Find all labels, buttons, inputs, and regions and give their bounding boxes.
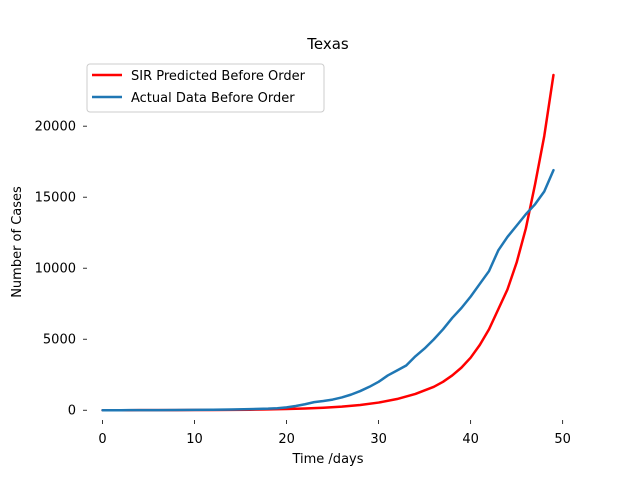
y-tick-label: 20000 [35,120,76,135]
y-axis-label: Number of Cases [10,186,25,298]
x-tick-label: 20 [278,432,295,447]
y-tick-label: 5000 [43,333,76,348]
y-axis: 0 5000 10000 15000 20000 [35,120,87,419]
x-tick-label: 0 [98,432,106,447]
chart-title: Texas [306,35,349,53]
y-tick-label: 0 [68,404,76,419]
y-tick-label: 10000 [35,262,76,277]
x-tick-label: 30 [370,432,387,447]
x-tick-label: 40 [462,432,479,447]
legend: SIR Predicted Before Order Actual Data B… [86,63,325,113]
legend-box [86,63,325,113]
plot-area [101,73,555,412]
legend-label-actual: Actual Data Before Order [131,91,295,106]
series-line-actual-data [101,168,555,412]
x-axis: 0 10 20 30 40 50 [98,420,571,447]
x-axis-label: Time /days [291,452,363,467]
y-tick-label: 15000 [35,191,76,206]
x-tick-label: 50 [554,432,571,447]
x-tick-label: 10 [186,432,203,447]
legend-label-sir: SIR Predicted Before Order [131,69,306,84]
series-line-sir-predicted [101,73,555,412]
